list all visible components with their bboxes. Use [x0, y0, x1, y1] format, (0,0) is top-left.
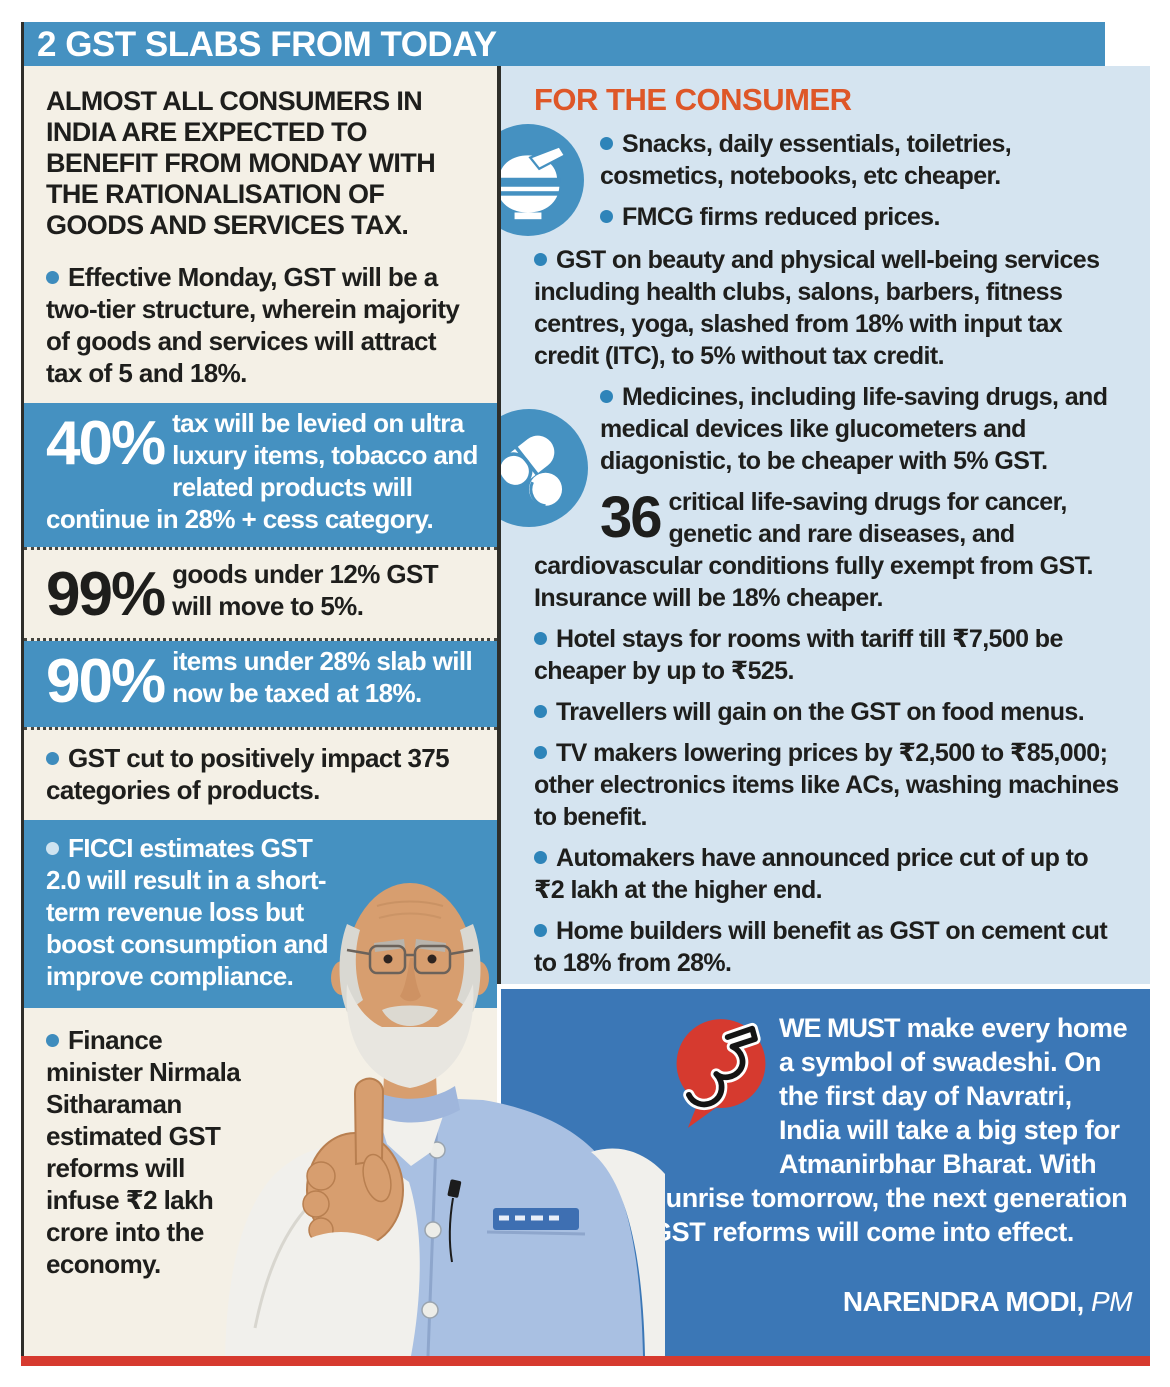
quote-text: WE MUST make every home a symbol of swad… [651, 1011, 1132, 1249]
bullet-dot-icon [46, 1034, 59, 1047]
bullet-tv-post: other electronics items like ACs, washin… [534, 771, 1119, 831]
column-divider [497, 66, 501, 984]
bullet-fmcg-text: FMCG firms reduced prices. [622, 203, 940, 231]
stat-40-text: tax will be levied on ultra luxury items… [46, 408, 478, 534]
left-border-rule [21, 22, 24, 1366]
quote-speech-bubble-icon [669, 1015, 773, 1133]
quote-attribution-name: NARENDRA MODI, [842, 1286, 1084, 1317]
stat-99-value: 99% [46, 560, 166, 629]
bullet-ficci: FICCI estimates GST 2.0 will result in a… [46, 832, 329, 992]
quote-attribution: NARENDRA MODI, PM [842, 1286, 1133, 1318]
bullet-snacks: Snacks, daily essentials, toiletries, co… [534, 128, 1122, 192]
dotted-divider [24, 638, 497, 641]
bullet-finance-minister: Finance minister Nirmala Sitharaman esti… [46, 1024, 261, 1280]
stat-36-value: 36 [600, 485, 662, 550]
bullet-dot-icon [600, 137, 613, 150]
bullet-beauty-text: GST on beauty and physical well-being se… [534, 246, 1100, 370]
bullet-beauty: GST on beauty and physical well-being se… [534, 244, 1122, 372]
bullet-finance-text: Finance minister Nirmala Sitharaman esti… [46, 1025, 241, 1279]
bullet-travellers: Travellers will gain on the GST on food … [534, 696, 1122, 728]
bullet-dot-icon [534, 632, 547, 645]
bullet-dot-icon [46, 842, 59, 855]
stat-90-value: 90% [46, 647, 166, 716]
bullet-dot-icon [534, 705, 547, 718]
header-bar: 2 GST SLABS FROM TODAY [24, 22, 1105, 66]
bullet-effective-monday: Effective Monday, GST will be a two-tier… [46, 261, 475, 389]
bullet-hotel-text: Hotel stays for rooms with tariff till ₹… [534, 625, 1063, 685]
bullet-dot-icon [534, 746, 547, 759]
bullet-automakers-text: Automakers have announced price cut of u… [534, 844, 1089, 904]
bullet-dot-icon [534, 924, 547, 937]
quote-attribution-title: PM [1083, 1286, 1133, 1317]
stat-40-box: 40% tax will be levied on ultra luxury it… [24, 403, 497, 547]
bullet-snacks-text: Snacks, daily essentials, toiletries, co… [600, 130, 1012, 190]
dotted-divider [24, 547, 497, 550]
bullet-dot-icon [600, 210, 613, 223]
bullet-homebuilders: Home builders will benefit as GST on cem… [534, 915, 1122, 979]
bullet-dot-icon [534, 851, 547, 864]
page-title: 2 GST SLABS FROM TODAY [37, 25, 497, 64]
bullet-dot-icon [600, 390, 613, 403]
stat-90-box: 90% items under 28% slab will now be taxe… [24, 641, 497, 727]
intro-text: ALMOST ALL CONSUMERS IN INDIA ARE EXPECT… [46, 86, 436, 240]
bullet-dot-icon [534, 253, 547, 266]
stat-90-text: items under 28% slab will now be taxed a… [172, 646, 473, 708]
bullet-fmcg: FMCG firms reduced prices. [534, 201, 1122, 233]
bullet-impact: GST cut to positively impact 375 categor… [46, 742, 475, 806]
bullet-medicines-text: Medicines, including life-saving drugs, … [600, 383, 1108, 475]
bullet-effective-text: Effective Monday, GST will be a two-tier… [46, 262, 460, 388]
bullet-medicines: Medicines, including life-saving drugs, … [534, 381, 1122, 477]
quote-lead: WE MUST [779, 1013, 900, 1043]
left-column: ALMOST ALL CONSUMERS IN INDIA ARE EXPECT… [24, 66, 497, 1356]
bullet-tv-bold: ₹2,500 to ₹85,000; [898, 739, 1108, 767]
bullet-dot-icon [46, 271, 59, 284]
stat-99-box: 99% goods under 12% GST will move to 5%. [24, 550, 497, 638]
bullet-impact-text: GST cut to positively impact 375 categor… [46, 743, 450, 805]
stat-36-text: critical life-saving drugs for cancer, g… [534, 488, 1093, 612]
dotted-divider [24, 727, 497, 730]
bullet-tv-makers: TV makers lowering prices by ₹2,500 to ₹… [534, 737, 1122, 833]
consumer-panel: FOR THE CONSUMER Snacks, daily essential… [470, 66, 1150, 984]
stat-40-value: 40% [46, 409, 166, 478]
bullet-hotel: Hotel stays for rooms with tariff till ₹… [534, 623, 1122, 687]
bullet-travellers-text: Travellers will gain on the GST on food … [556, 698, 1085, 726]
narendra-modi-pointing-photo [225, 883, 665, 1356]
bottom-red-rule [21, 1356, 1150, 1366]
consumer-heading: FOR THE CONSUMER [534, 82, 852, 117]
stat-99-text: goods under 12% GST will move to 5%. [172, 559, 439, 621]
bullet-homebuilders-text: Home builders will benefit as GST on cem… [534, 917, 1108, 977]
bullet-ficci-text: FICCI estimates GST 2.0 will result in a… [46, 833, 329, 991]
bullet-dot-icon [46, 752, 59, 765]
quote-body: make every home a symbol of swadeshi. On… [651, 1013, 1128, 1247]
bullet-tv-pre: TV makers lowering prices by [556, 739, 899, 767]
stat-36-block: 36 critical life-saving drugs for cancer,… [534, 486, 1122, 614]
bullet-automakers: Automakers have announced price cut of u… [534, 842, 1122, 906]
